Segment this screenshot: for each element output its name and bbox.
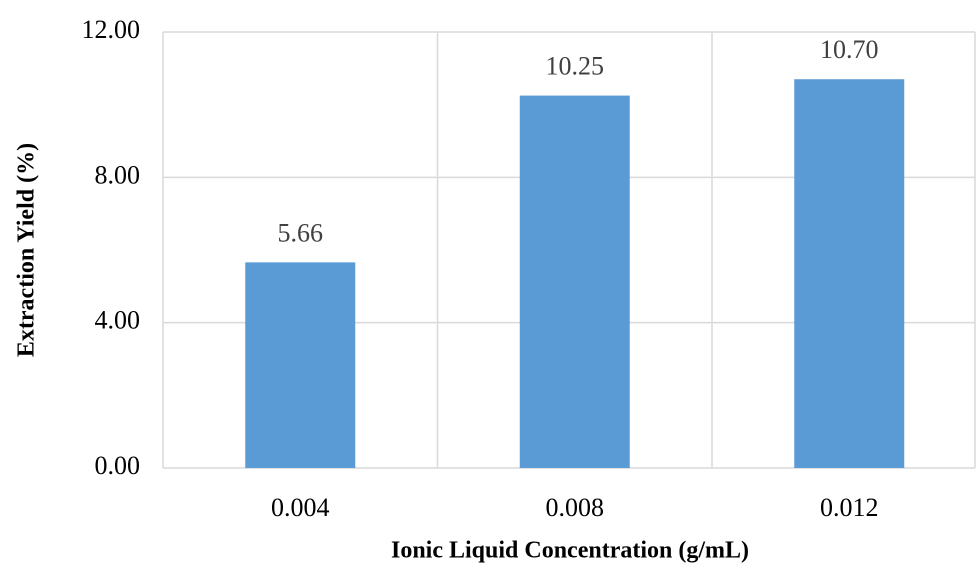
x-tick-label: 0.004 — [271, 493, 330, 522]
y-tick-label: 8.00 — [95, 160, 141, 189]
value-label: 10.25 — [546, 52, 605, 81]
y-axis-title: Extraction Yield (%) — [14, 143, 40, 357]
value-label: 10.70 — [820, 35, 879, 64]
bar — [245, 262, 356, 468]
x-tick-label: 0.012 — [820, 493, 879, 522]
y-tick-label: 4.00 — [95, 306, 141, 335]
x-axis-title: Ionic Liquid Concentration (g/mL) — [391, 538, 749, 564]
y-tick-label: 12.00 — [82, 15, 141, 44]
bar — [794, 79, 905, 468]
value-label: 5.66 — [278, 218, 324, 247]
x-tick-label: 0.008 — [546, 493, 605, 522]
bar — [519, 95, 630, 468]
y-tick-label: 0.00 — [95, 451, 141, 480]
